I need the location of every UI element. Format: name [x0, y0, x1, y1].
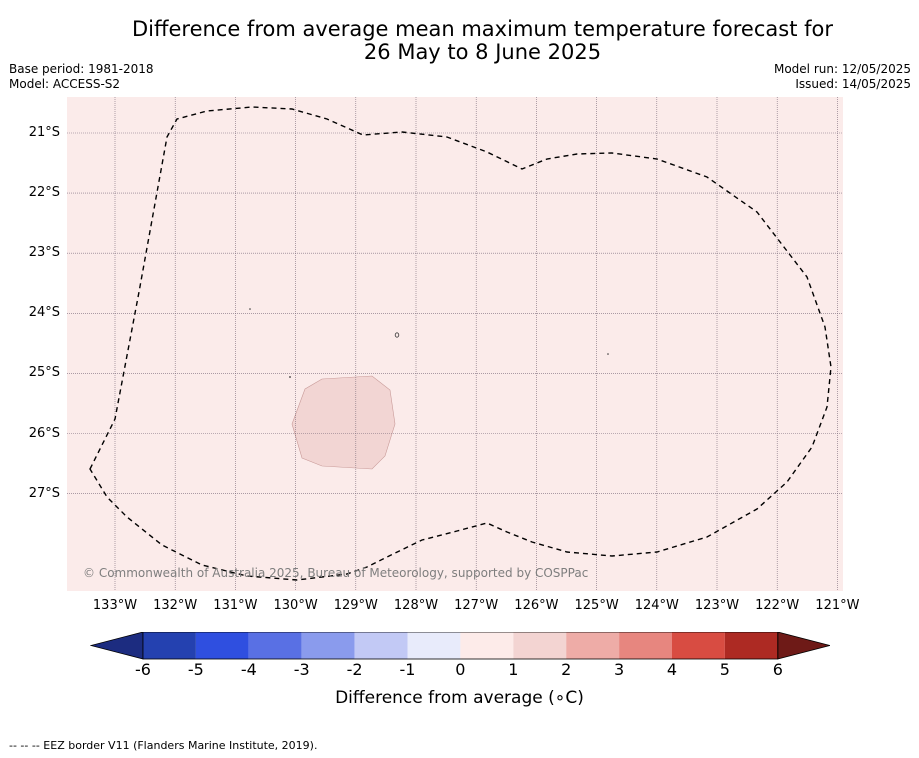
colorbar-tick-label: 2 — [561, 660, 572, 679]
colorbar-tick-label: 4 — [666, 660, 678, 679]
base-period: Base period: 1981-2018 — [9, 62, 154, 76]
colorbar-segment — [248, 632, 302, 659]
colorbar-tick-label: -1 — [399, 660, 416, 679]
colorbar-tick-label: -3 — [293, 660, 310, 679]
latitude-label: 24°S — [28, 305, 60, 321]
gridlines — [67, 97, 843, 591]
colorbar-segment — [195, 632, 249, 659]
colorbar-label: Difference from average (∘C) — [335, 688, 584, 708]
title-line-2: 26 May to 8 June 2025 — [363, 40, 602, 64]
island — [249, 308, 251, 310]
footer-legend: -- -- -- EEZ border V11 (Flanders Marine… — [9, 739, 318, 752]
copyright-notice: © Commonwealth of Australia 2025, Bureau… — [83, 566, 589, 580]
colorbar-extension-low — [90, 632, 144, 660]
latitude-label: 25°S — [28, 365, 60, 381]
longitude-label: 122°W — [755, 598, 800, 613]
island — [607, 353, 609, 355]
latitude-label: 23°S — [28, 245, 60, 261]
colorbar-tick-label: -5 — [187, 660, 204, 679]
map-panel — [67, 97, 843, 591]
right-metadata: Model run: 12/05/2025 Issued: 14/05/2025 — [774, 62, 911, 92]
eez-border — [89, 106, 832, 581]
longitude-label: 132°W — [153, 598, 198, 613]
colorbar-segment — [143, 632, 196, 659]
colorbar-outline — [142, 632, 779, 660]
colorbar-tick-label: 5 — [719, 660, 730, 679]
colorbar-segment — [672, 632, 725, 659]
longitude-label: 125°W — [574, 598, 619, 613]
latitude-label: 21°S — [28, 125, 60, 140]
left-metadata: Base period: 1981-2018 Model: ACCESS-S2 — [9, 62, 154, 92]
longitude-label: 133°W — [92, 598, 138, 613]
longitude-label: 129°W — [333, 598, 378, 613]
colorbar-tick-label: 0 — [455, 660, 466, 679]
issued-date: Issued: 14/05/2025 — [795, 77, 911, 91]
longitude-label: 131°W — [213, 598, 258, 613]
map-title: Difference from average mean maximum tem… — [0, 18, 919, 64]
colorbar-segment — [513, 632, 567, 659]
longitude-label: 121°W — [815, 598, 860, 613]
colorbar-segment — [407, 632, 461, 659]
longitude-label: 128°W — [393, 598, 439, 613]
colorbar-segment — [460, 632, 514, 659]
longitude-label: 124°W — [634, 598, 679, 613]
colorbar-segment — [566, 632, 620, 659]
longitude-label: 130°W — [273, 598, 318, 613]
colorbar-tick-label: 6 — [772, 660, 783, 679]
island — [289, 376, 291, 378]
map-svg — [67, 97, 843, 591]
colorbar-tick-label: 1 — [508, 660, 519, 679]
model-run: Model run: 12/05/2025 — [773, 62, 911, 76]
colorbar-segment — [301, 632, 355, 659]
colorbar-tick-label: -2 — [346, 660, 363, 679]
anomaly-patch — [291, 375, 396, 470]
colorbar-tick-label: -6 — [135, 660, 151, 679]
latitude-label: 27°S — [28, 485, 60, 501]
colorbar — [90, 632, 830, 660]
colorbar-segment — [619, 632, 672, 659]
colorbar-segment — [354, 632, 408, 659]
colorbar-extension-high — [777, 632, 830, 660]
island — [394, 332, 400, 338]
colorbar-tick-label: 3 — [614, 660, 625, 679]
colorbar-tick-label: -4 — [240, 660, 257, 679]
latitude-label: 22°S — [28, 185, 60, 201]
colorbar-segment — [724, 632, 778, 659]
longitude-label: 127°W — [454, 598, 499, 613]
longitude-label: 126°W — [514, 598, 559, 613]
title-line-1: Difference from average mean maximum tem… — [132, 17, 833, 41]
latitude-label: 26°S — [28, 425, 60, 441]
longitude-label: 123°W — [694, 598, 740, 613]
model-name: Model: ACCESS-S2 — [9, 77, 121, 91]
